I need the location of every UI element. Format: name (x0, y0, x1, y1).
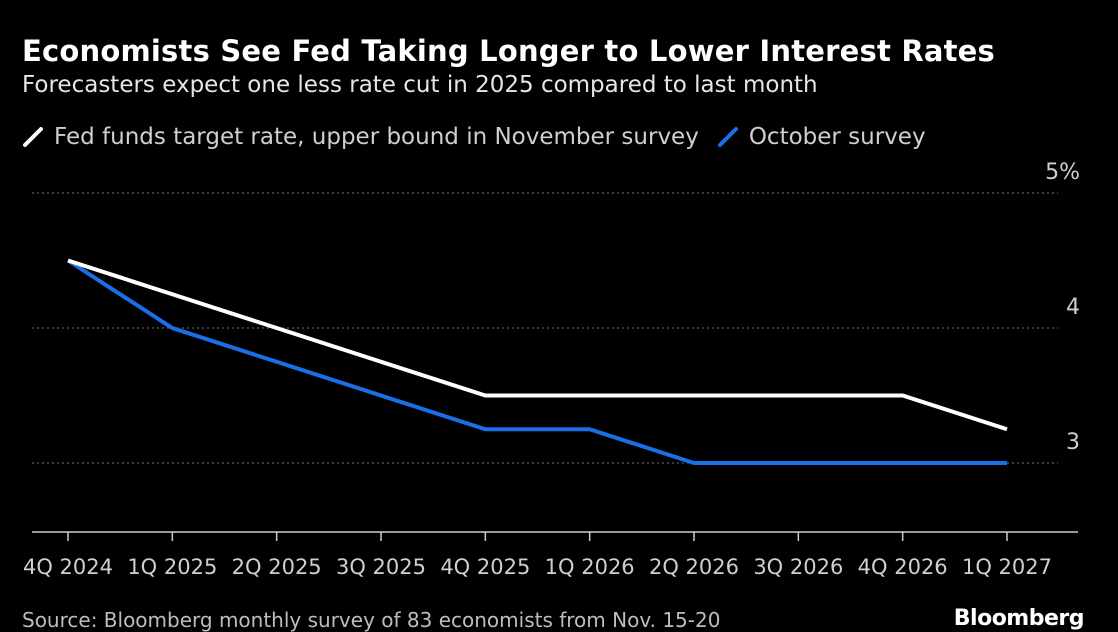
chart-title: Economists See Fed Taking Longer to Lowe… (22, 34, 996, 68)
x-tick-label-6: 2Q 2026 (649, 555, 739, 579)
source-note: Source: Bloomberg monthly survey of 83 e… (22, 608, 721, 632)
x-tick-label-0: 4Q 2024 (23, 555, 113, 579)
x-tick-label-3: 3Q 2025 (336, 555, 426, 579)
legend-label-november: Fed funds target rate, upper bound in No… (54, 124, 699, 150)
chart-subtitle: Forecasters expect one less rate cut in … (22, 72, 818, 98)
legend-swatch-october (717, 126, 739, 148)
x-tick-label-8: 4Q 2026 (858, 555, 948, 579)
legend-item-october: October survey (717, 124, 926, 150)
x-tick-label-7: 3Q 2026 (753, 555, 843, 579)
y-tick-label-3: 3 (1066, 430, 1080, 455)
x-tick-label-9: 1Q 2027 (962, 555, 1052, 579)
y-tick-label-5: 5% (1045, 160, 1080, 185)
series-line-november (67, 258, 1008, 432)
x-tick-label-1: 1Q 2025 (127, 555, 217, 579)
legend-item-november: Fed funds target rate, upper bound in No… (22, 124, 699, 150)
x-tick-label-5: 1Q 2026 (545, 555, 635, 579)
y-tick-label-4: 4 (1066, 295, 1080, 320)
x-tick-label-2: 2Q 2025 (232, 555, 322, 579)
legend-swatch-november (22, 126, 44, 148)
x-tick-label-4: 4Q 2025 (440, 555, 530, 579)
bloomberg-logo: Bloomberg (953, 606, 1085, 631)
legend: Fed funds target rate, upper bound in No… (22, 122, 944, 152)
series-line-october (66, 258, 1007, 465)
legend-label-october: October survey (748, 124, 926, 150)
